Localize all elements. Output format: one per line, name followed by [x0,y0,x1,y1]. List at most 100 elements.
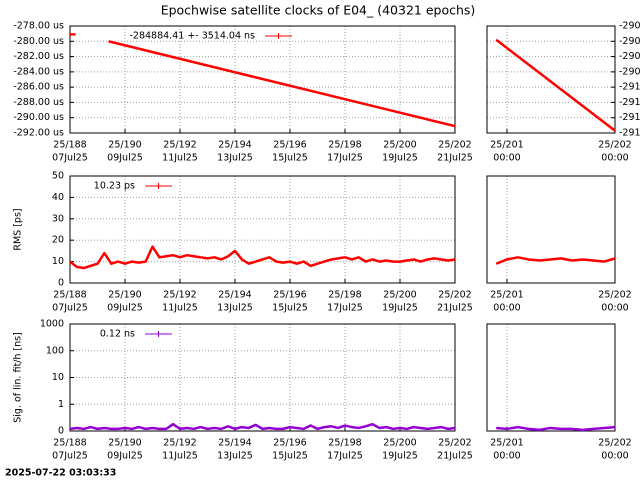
x-tick-label: 25/190 [108,438,141,449]
x-tick-sublabel: 09Jul25 [107,153,143,164]
chart-title: Epochwise satellite clocks of E04_ (4032… [161,3,476,18]
x-tick-label: 25/200 [383,290,416,301]
y-axis-label: RMS [ps] [13,208,24,250]
x-tick-label: 25/201 [490,438,523,449]
x-tick-label: 25/196 [273,290,306,301]
x-tick-sublabel: 17Jul25 [327,451,363,462]
y-tick-label: -286.00 us [13,82,64,93]
y-tick-label: 1000 [40,319,64,330]
y-tick-label: 0 [58,426,64,437]
x-tick-label: 25/202 [438,290,471,301]
x-tick-sublabel: 17Jul25 [327,153,363,164]
x-tick-sublabel: 15Jul25 [272,153,308,164]
y-tick-label: -290 [619,51,640,62]
plot-frame [69,323,456,432]
x-tick-sublabel: 00:00 [493,303,520,314]
x-tick-label: 25/201 [490,140,523,151]
x-tick-sublabel: 11Jul25 [162,451,198,462]
y-tick-label: -290 [619,66,640,77]
x-tick-sublabel: 11Jul25 [162,153,198,164]
legend-label: -284884.41 +- 3514.04 ns [129,31,255,42]
y-tick-label: -291 [619,82,640,93]
plot-frame [486,323,616,432]
x-tick-label: 25/192 [163,438,196,449]
y-tick-label: -282.00 us [13,51,64,62]
x-tick-sublabel: 09Jul25 [107,451,143,462]
x-tick-sublabel: 00:00 [601,303,628,314]
y-tick-label: -278.00 us [13,21,64,32]
x-tick-label: 25/196 [273,140,306,151]
data-line [495,38,615,132]
y-tick-label: 0 [58,278,64,289]
x-tick-sublabel: 17Jul25 [327,303,363,314]
y-tick-label: -291 [619,112,640,123]
x-tick-label: 25/194 [218,140,251,151]
x-tick-sublabel: 00:00 [601,451,628,462]
x-tick-sublabel: 07Jul25 [52,303,88,314]
plot-frame [486,25,616,134]
timestamp: 2025-07-22 03:03:33 [5,468,116,479]
y-tick-label: 10 [52,372,64,383]
y-tick-label: 1 [58,399,64,410]
x-tick-sublabel: 15Jul25 [272,451,308,462]
y-axis-label: Sig. of lin. fit/h [ns] [13,332,24,423]
x-tick-label: 25/202 [438,140,471,151]
x-tick-label: 25/188 [53,290,86,301]
data-line [495,256,615,265]
y-tick-label: -291 [619,97,640,108]
x-tick-sublabel: 13Jul25 [217,451,253,462]
data-line [496,425,615,432]
x-tick-sublabel: 19Jul25 [382,451,418,462]
x-tick-label: 25/200 [383,140,416,151]
x-tick-sublabel: 15Jul25 [272,303,308,314]
legend-label: 0.12 ns [100,329,135,340]
x-tick-label: 25/192 [163,140,196,151]
x-tick-sublabel: 11Jul25 [162,303,198,314]
x-tick-sublabel: 00:00 [493,451,520,462]
x-tick-sublabel: 00:00 [493,153,520,164]
x-tick-sublabel: 07Jul25 [52,153,88,164]
x-tick-label: 25/194 [218,438,251,449]
plot-frame [69,25,456,134]
plot-frame [69,175,456,284]
x-tick-label: 25/190 [108,290,141,301]
x-tick-sublabel: 09Jul25 [107,303,143,314]
x-tick-label: 25/188 [53,140,86,151]
y-tick-label: -288.00 us [13,97,64,108]
x-tick-sublabel: 19Jul25 [382,153,418,164]
x-tick-label: 25/192 [163,290,196,301]
data-line [70,422,455,431]
x-tick-sublabel: 19Jul25 [382,303,418,314]
plot-frame [486,175,616,284]
x-tick-label: 25/202 [598,140,631,151]
x-tick-sublabel: 21Jul25 [437,451,473,462]
y-tick-label: -290 [619,21,640,32]
x-tick-label: 25/201 [490,290,523,301]
x-tick-label: 25/198 [328,290,361,301]
x-tick-sublabel: 00:00 [601,153,628,164]
x-tick-label: 25/202 [598,438,631,449]
x-tick-sublabel: 13Jul25 [217,303,253,314]
y-tick-label: -280.00 us [13,36,64,47]
x-tick-label: 25/190 [108,140,141,151]
y-tick-label: 100 [46,345,64,356]
x-tick-label: 25/200 [383,438,416,449]
y-tick-label: -290.00 us [13,112,64,123]
y-tick-label: 30 [52,213,64,224]
y-tick-label: -291 [619,128,640,139]
x-tick-label: 25/188 [53,438,86,449]
y-tick-label: -284.00 us [13,66,64,77]
x-tick-sublabel: 07Jul25 [52,451,88,462]
y-tick-label: 20 [52,235,64,246]
y-tick-label: -292.00 us [13,128,64,139]
x-tick-label: 25/202 [598,290,631,301]
x-tick-sublabel: 13Jul25 [217,153,253,164]
x-tick-label: 25/202 [438,438,471,449]
x-tick-label: 25/194 [218,290,251,301]
x-tick-label: 25/198 [328,438,361,449]
x-tick-sublabel: 21Jul25 [437,153,473,164]
y-tick-label: 50 [52,171,64,182]
legend-label: 10.23 ps [94,181,135,192]
x-tick-label: 25/196 [273,438,306,449]
